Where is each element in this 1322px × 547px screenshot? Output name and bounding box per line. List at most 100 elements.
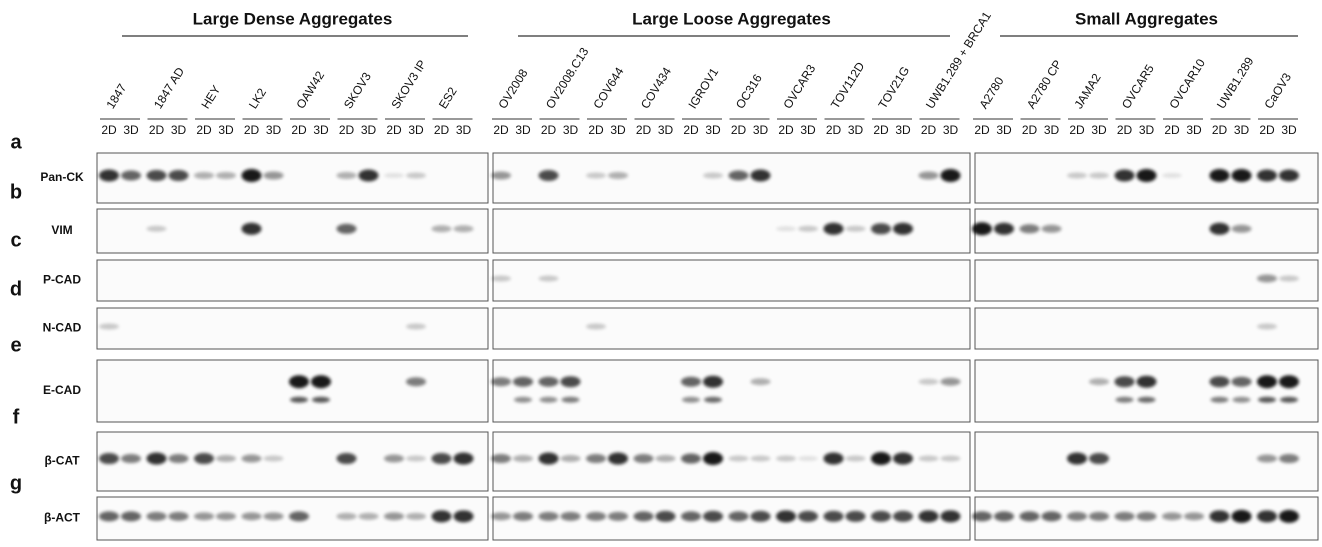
- condition-label: 2D: [291, 123, 307, 137]
- condition-label: 3D: [1234, 123, 1250, 137]
- blot-figure: Large Dense Aggregates18472D3D1847 AD2D3…: [0, 0, 1322, 547]
- band: [337, 172, 357, 179]
- cell-line-label: OVCAR3: [780, 62, 818, 112]
- condition-label: 3D: [361, 123, 377, 137]
- band: [994, 511, 1014, 521]
- condition-label: 2D: [1069, 123, 1085, 137]
- condition-label: 2D: [244, 123, 260, 137]
- band: [846, 456, 866, 462]
- band: [432, 453, 452, 464]
- band: [1137, 169, 1157, 182]
- band: [941, 510, 961, 522]
- band: [242, 223, 262, 235]
- band: [1257, 455, 1277, 463]
- band: [1210, 169, 1230, 182]
- band: [1257, 510, 1277, 522]
- band: [893, 453, 913, 465]
- band: [1089, 512, 1109, 521]
- band: [491, 454, 511, 463]
- band: [147, 453, 167, 465]
- band: [289, 375, 309, 388]
- condition-label: 3D: [1044, 123, 1060, 137]
- band: [972, 511, 992, 521]
- row-letter: f: [13, 406, 20, 428]
- condition-label: 2D: [1212, 123, 1228, 137]
- protein-label: Pan-CK: [40, 170, 84, 184]
- band: [1138, 397, 1156, 403]
- row-letter: c: [10, 229, 21, 251]
- band: [703, 452, 723, 465]
- band: [194, 512, 214, 520]
- cell-line-label: HEY: [198, 83, 223, 111]
- band: [656, 511, 676, 522]
- band: [540, 397, 558, 403]
- band: [871, 223, 891, 234]
- band: [1020, 511, 1040, 521]
- condition-label: 2D: [149, 123, 165, 137]
- condition-label: 3D: [1186, 123, 1202, 137]
- band: [169, 512, 189, 521]
- band: [513, 455, 533, 462]
- condition-label: 2D: [731, 123, 747, 137]
- protein-label: N-CAD: [43, 321, 82, 335]
- band: [406, 513, 426, 520]
- condition-label: 3D: [266, 123, 282, 137]
- condition-label: 3D: [753, 123, 769, 137]
- band: [1115, 170, 1135, 182]
- cell-line-label: A2780 CP: [1024, 57, 1065, 111]
- condition-label: 2D: [1259, 123, 1275, 137]
- row-letter: e: [10, 334, 21, 356]
- condition-label: 3D: [563, 123, 579, 137]
- band: [359, 513, 379, 520]
- band: [919, 379, 939, 385]
- band: [703, 376, 723, 388]
- band: [608, 453, 628, 465]
- band: [1210, 223, 1230, 235]
- band: [1089, 453, 1109, 464]
- condition-label: 3D: [705, 123, 721, 137]
- band: [491, 377, 511, 386]
- band: [539, 453, 559, 465]
- condition-label: 3D: [313, 123, 329, 137]
- group-title: Small Aggregates: [1075, 9, 1218, 28]
- blot-panel: [97, 260, 488, 301]
- band: [1162, 173, 1182, 178]
- band: [491, 275, 511, 281]
- band: [1067, 512, 1087, 521]
- band: [824, 223, 844, 235]
- cell-line-label: OAW42: [293, 68, 327, 111]
- condition-label: 3D: [658, 123, 674, 137]
- band: [514, 397, 532, 403]
- condition-label: 2D: [974, 123, 990, 137]
- condition-label: 2D: [339, 123, 355, 137]
- cell-line-label: OVCAR5: [1119, 62, 1157, 112]
- band: [216, 172, 236, 179]
- band: [681, 377, 701, 387]
- band: [1210, 376, 1230, 387]
- condition-label: 3D: [610, 123, 626, 137]
- band: [1232, 225, 1252, 233]
- blot-panel: [493, 360, 970, 422]
- group-title: Large Dense Aggregates: [193, 9, 393, 28]
- band: [99, 323, 119, 329]
- band: [1020, 224, 1040, 233]
- band: [216, 512, 236, 520]
- band: [513, 377, 533, 387]
- band: [893, 223, 913, 235]
- band: [1257, 323, 1277, 329]
- band: [290, 397, 308, 403]
- band: [1232, 169, 1252, 182]
- band: [1116, 397, 1134, 403]
- band: [311, 375, 331, 388]
- band: [454, 510, 474, 522]
- cell-line-label: TOV112D: [828, 59, 868, 111]
- band: [406, 173, 426, 179]
- band: [406, 377, 426, 386]
- band: [751, 378, 771, 385]
- cell-line-label: OC316: [733, 71, 765, 111]
- band: [561, 455, 581, 462]
- band: [871, 452, 891, 465]
- condition-label: 3D: [456, 123, 472, 137]
- band: [919, 456, 939, 462]
- band: [729, 456, 749, 462]
